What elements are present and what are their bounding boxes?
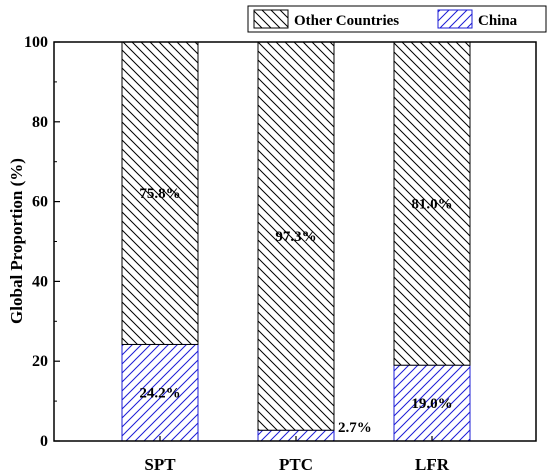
data-label-other-countries-ptc: 97.3% (275, 229, 316, 245)
bar-segment-china-spt (121, 343, 199, 442)
y-tick-label: 60 (32, 194, 48, 211)
data-label-china-lfr: 19.0% (411, 396, 452, 412)
x-category-label: SPT (144, 455, 176, 474)
x-category-label: PTC (279, 455, 313, 474)
legend-swatch-china (437, 9, 473, 29)
bar-segment-other-countries-lfr (393, 41, 471, 366)
bar-segment-other-countries-ptc (257, 41, 335, 431)
y-tick-label: 20 (32, 353, 48, 370)
legend: Other Countries China (247, 5, 547, 33)
y-tick-label: 0 (40, 433, 48, 450)
plot-area: 24.2% 75.8% 2.7% 97.3% 19.0% 81.0% 0 20 40 60 80 10… (24, 34, 537, 474)
legend-box (247, 5, 547, 33)
legend-label-other-countries: Other Countries (294, 13, 399, 29)
y-tick-label: 40 (32, 273, 48, 290)
data-label-china-ptc: 2.7% (338, 420, 372, 436)
y-axis-title: Global Proportion (%) (7, 158, 26, 324)
data-label-other-countries-spt: 75.8% (139, 186, 180, 202)
legend-label-china: China (478, 13, 518, 29)
data-label-china-spt: 24.2% (139, 386, 180, 402)
x-category-label: LFR (415, 455, 450, 474)
y-tick-label: 80 (32, 114, 48, 131)
legend-swatch-other-countries (253, 9, 289, 29)
y-tick-label: 100 (24, 34, 48, 51)
data-label-other-countries-lfr: 81.0% (411, 197, 452, 213)
